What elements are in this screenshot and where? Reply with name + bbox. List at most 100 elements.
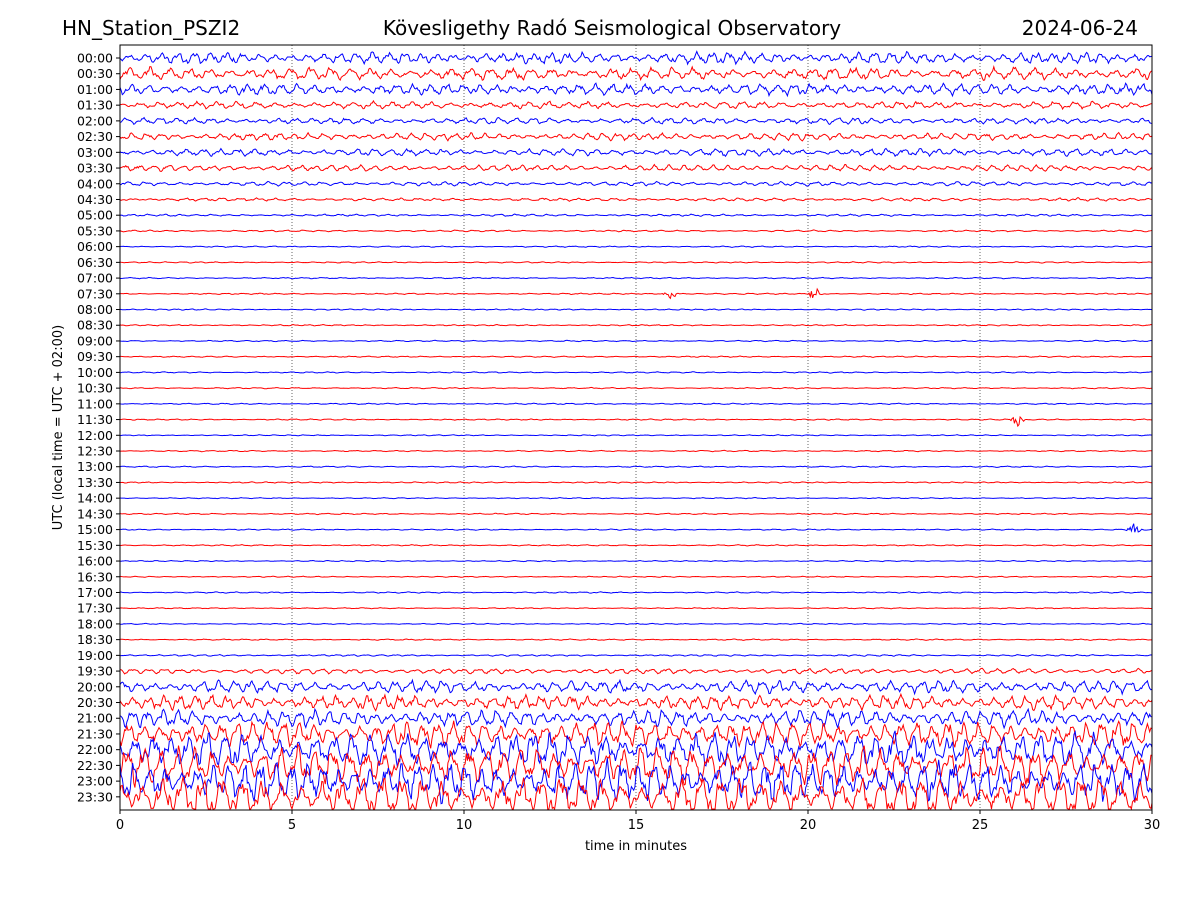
y-tick-label: 17:00 xyxy=(77,585,113,600)
seismic-trace xyxy=(119,386,1153,390)
y-tick-label: 23:00 xyxy=(77,774,113,789)
y-tick-label: 04:30 xyxy=(77,192,113,207)
y-tick-label: 06:00 xyxy=(77,239,113,254)
seismic-trace xyxy=(119,729,1153,770)
y-tick-label: 17:30 xyxy=(77,601,113,616)
seismic-trace xyxy=(119,707,1153,730)
seismic-trace xyxy=(119,607,1153,610)
seismic-trace xyxy=(119,757,1153,805)
x-ticks: 0 5 10 15 20 25 30 xyxy=(116,810,1160,833)
y-tick-label: 20:30 xyxy=(77,695,113,710)
seismic-trace xyxy=(119,323,1153,327)
x-axis-label: time in minutes xyxy=(585,839,687,854)
seismic-trace xyxy=(119,64,1153,82)
y-tick-label: 08:30 xyxy=(77,318,113,333)
observatory-title: Kövesligethy Radó Seismological Observat… xyxy=(382,16,842,40)
seismic-trace xyxy=(119,622,1153,625)
x-tick-label: 20 xyxy=(800,818,817,833)
y-axis-label: UTC (local time = UTC + 02:00) xyxy=(51,325,66,530)
y-tick-label: 05:30 xyxy=(77,223,113,238)
grid-layer xyxy=(291,45,981,810)
x-tick-label: 30 xyxy=(1144,818,1161,833)
seismic-trace xyxy=(119,402,1153,406)
seismic-trace xyxy=(119,213,1153,217)
y-tick-label: 09:00 xyxy=(77,333,113,348)
x-tick-label: 5 xyxy=(288,818,296,833)
y-tick-label: 13:00 xyxy=(77,459,113,474)
y-tick-label: 14:30 xyxy=(77,506,113,521)
seismic-trace xyxy=(119,481,1153,484)
y-tick-label: 03:00 xyxy=(77,145,113,160)
y-tick-label: 00:00 xyxy=(77,51,113,66)
y-tick-label: 01:00 xyxy=(77,82,113,97)
station-name: HN_Station_PSZI2 xyxy=(62,16,241,40)
y-tick-label: 01:30 xyxy=(77,98,113,113)
y-tick-label: 15:30 xyxy=(77,538,113,553)
seismic-trace xyxy=(119,163,1153,172)
y-tick-label: 18:00 xyxy=(77,616,113,631)
seismic-trace xyxy=(119,180,1153,187)
y-tick-label: 15:00 xyxy=(77,522,113,537)
seismic-trace xyxy=(119,575,1153,578)
y-tick-label: 20:00 xyxy=(77,679,113,694)
seismic-trace xyxy=(119,591,1153,594)
seismic-trace xyxy=(119,287,1153,300)
seismic-trace xyxy=(119,245,1153,248)
y-tick-label: 04:00 xyxy=(77,176,113,191)
y-tick-label: 22:00 xyxy=(77,742,113,757)
y-ticks: 00:0000:3001:0001:3002:0002:3003:0003:30… xyxy=(77,51,120,804)
trace-layer xyxy=(119,50,1153,811)
y-tick-label: 07:00 xyxy=(77,271,113,286)
seismic-trace xyxy=(119,512,1153,516)
seismic-trace xyxy=(119,544,1153,547)
y-tick-label: 00:30 xyxy=(77,66,113,81)
seismic-trace xyxy=(119,82,1153,98)
seismic-trace xyxy=(119,131,1153,142)
seismic-trace xyxy=(119,692,1153,712)
seismic-trace xyxy=(119,229,1153,233)
y-tick-label: 22:30 xyxy=(77,758,113,773)
seismic-trace xyxy=(119,415,1153,428)
seismic-trace xyxy=(119,667,1153,675)
seismic-trace xyxy=(119,308,1153,311)
seismic-trace xyxy=(119,434,1153,437)
y-tick-label: 21:30 xyxy=(77,726,113,741)
seismic-trace xyxy=(119,50,1153,66)
y-tick-label: 07:30 xyxy=(77,286,113,301)
y-tick-label: 14:00 xyxy=(77,491,113,506)
seismic-trace xyxy=(119,638,1153,641)
y-tick-label: 09:30 xyxy=(77,349,113,364)
y-tick-label: 13:30 xyxy=(77,475,113,490)
seismic-trace xyxy=(119,523,1153,533)
y-tick-label: 11:30 xyxy=(77,412,113,427)
seismic-trace xyxy=(119,720,1153,749)
seismic-trace xyxy=(119,197,1153,202)
y-tick-label: 16:30 xyxy=(77,569,113,584)
record-date: 2024-06-24 xyxy=(1021,16,1138,40)
seismic-trace xyxy=(119,99,1153,111)
y-tick-label: 06:30 xyxy=(77,255,113,270)
seismic-trace xyxy=(119,449,1153,453)
seismic-trace xyxy=(119,776,1153,811)
y-tick-label: 10:30 xyxy=(77,381,113,396)
y-tick-label: 08:00 xyxy=(77,302,113,317)
seismic-trace xyxy=(119,116,1153,126)
y-tick-label: 23:30 xyxy=(77,789,113,804)
seismic-trace xyxy=(119,147,1153,158)
seismic-trace xyxy=(119,559,1153,563)
seismic-trace xyxy=(119,371,1153,374)
y-tick-label: 21:00 xyxy=(77,711,113,726)
seismic-trace xyxy=(119,339,1153,343)
y-tick-label: 16:00 xyxy=(77,554,113,569)
y-tick-label: 12:30 xyxy=(77,444,113,459)
seismic-trace xyxy=(119,742,1153,788)
y-tick-label: 19:30 xyxy=(77,664,113,679)
seismic-trace xyxy=(119,654,1153,657)
seismic-trace xyxy=(119,465,1153,468)
y-tick-label: 02:00 xyxy=(77,113,113,128)
y-tick-label: 19:00 xyxy=(77,648,113,663)
seismic-trace xyxy=(119,355,1153,358)
x-tick-label: 0 xyxy=(116,818,124,833)
y-tick-label: 18:30 xyxy=(77,632,113,647)
y-tick-label: 10:00 xyxy=(77,365,113,380)
